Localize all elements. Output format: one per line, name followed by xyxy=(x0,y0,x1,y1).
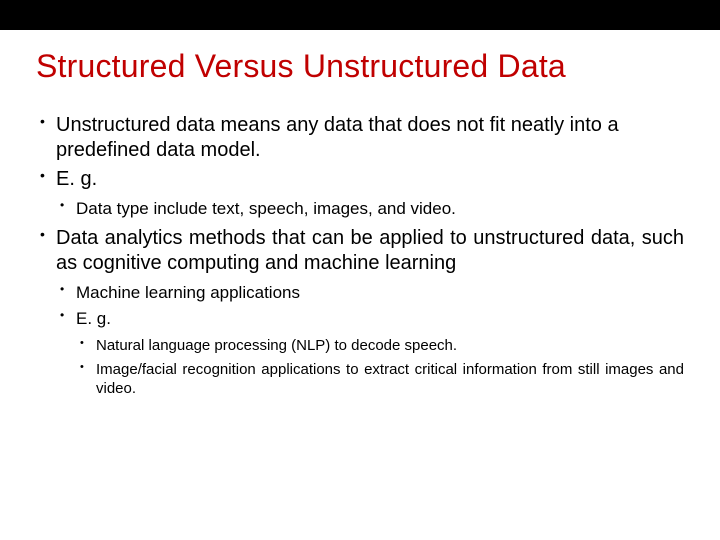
bullet-level3: Natural language processing (NLP) to dec… xyxy=(76,336,684,356)
bullet-list-level2: Machine learning applications E. g. Natu… xyxy=(56,282,684,399)
bullet-text: E. g. xyxy=(56,168,97,190)
bullet-level1: E. g. Data type include text, speech, im… xyxy=(36,167,684,220)
bullet-level1: Data analytics methods that can be appli… xyxy=(36,226,684,399)
bullet-level2: Machine learning applications xyxy=(56,282,684,304)
top-black-bar xyxy=(0,0,720,30)
bullet-level2: Data type include text, speech, images, … xyxy=(56,198,684,220)
bullet-list-level2: Data type include text, speech, images, … xyxy=(56,198,684,220)
bullet-level1: Unstructured data means any data that do… xyxy=(36,113,684,163)
slide-title: Structured Versus Unstructured Data xyxy=(36,48,684,85)
bullet-list-level1: Unstructured data means any data that do… xyxy=(36,113,684,399)
bullet-text: Data analytics methods that can be appli… xyxy=(56,227,684,274)
bullet-list-level3: Natural language processing (NLP) to dec… xyxy=(76,336,684,399)
bullet-level3: Image/facial recognition applications to… xyxy=(76,360,684,399)
bullet-text: E. g. xyxy=(76,309,111,328)
bullet-level2: E. g. Natural language processing (NLP) … xyxy=(56,308,684,399)
